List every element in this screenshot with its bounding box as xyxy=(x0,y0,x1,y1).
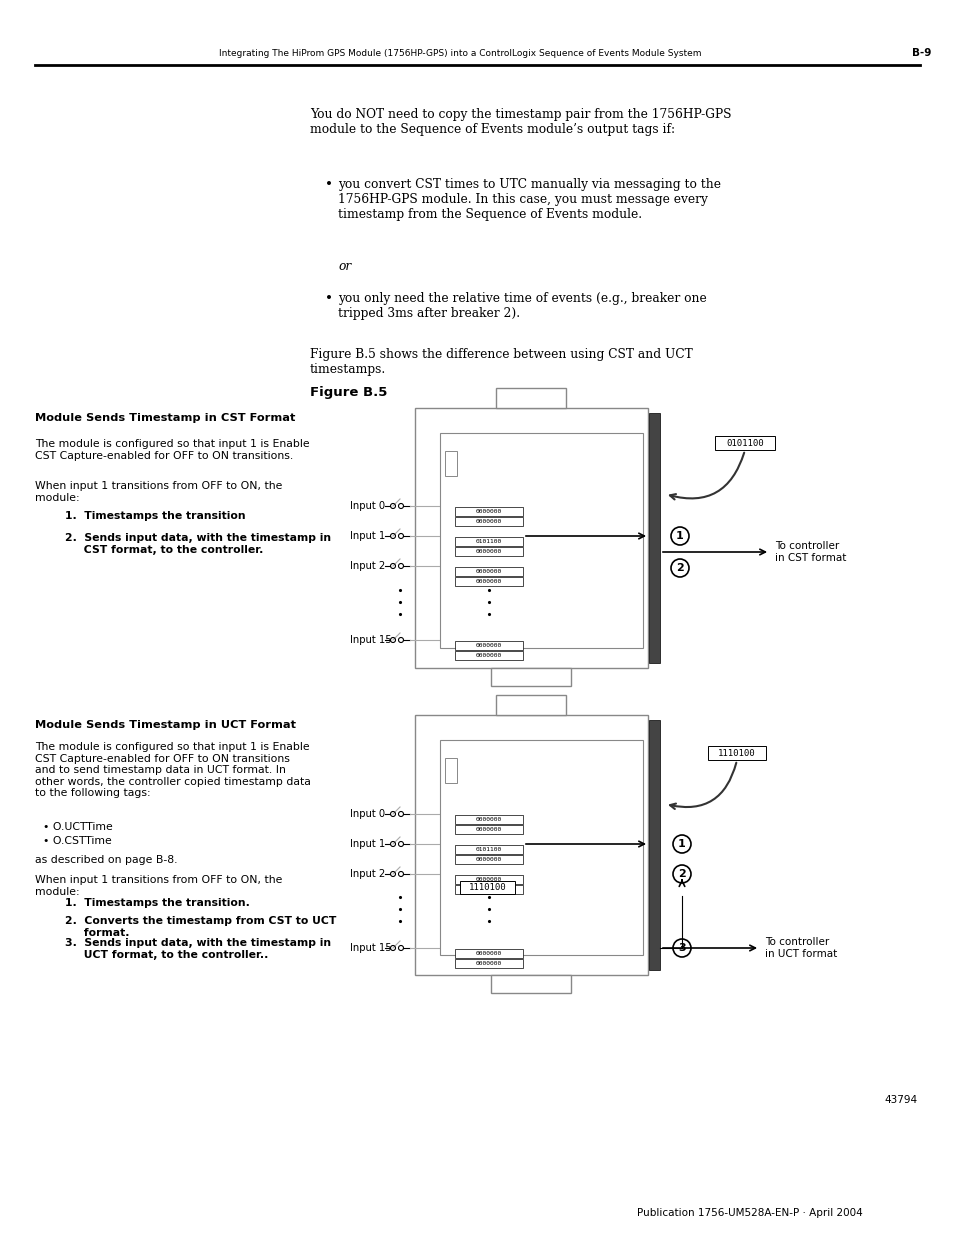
Text: 0101100: 0101100 xyxy=(725,438,763,447)
Text: 1.  Timestamps the transition: 1. Timestamps the transition xyxy=(65,511,245,521)
Text: •: • xyxy=(325,291,333,306)
Bar xyxy=(455,567,522,576)
Bar xyxy=(455,845,522,853)
Bar xyxy=(455,651,522,659)
Text: as described on page B-8.: as described on page B-8. xyxy=(35,855,177,864)
Text: 1: 1 xyxy=(678,839,685,848)
Text: 0000000: 0000000 xyxy=(476,579,501,584)
Text: When input 1 transitions from OFF to ON, the
module:: When input 1 transitions from OFF to ON,… xyxy=(35,480,282,503)
Bar xyxy=(707,746,765,760)
Text: 0101100: 0101100 xyxy=(476,847,501,852)
Text: 1.  Timestamps the transition.: 1. Timestamps the transition. xyxy=(65,898,250,908)
Text: 0000000: 0000000 xyxy=(476,951,501,956)
Bar xyxy=(455,537,522,546)
Bar xyxy=(415,715,647,974)
Text: 2: 2 xyxy=(676,563,683,573)
Text: 1: 1 xyxy=(676,531,683,541)
Text: 0000000: 0000000 xyxy=(476,519,501,524)
Text: To controller
in CST format: To controller in CST format xyxy=(774,541,845,563)
Text: 0000000: 0000000 xyxy=(476,550,501,555)
Text: Module Sends Timestamp in CST Format: Module Sends Timestamp in CST Format xyxy=(35,412,295,424)
Bar xyxy=(714,436,774,450)
Text: • O.CSTTime: • O.CSTTime xyxy=(43,836,112,846)
Text: Input 15: Input 15 xyxy=(350,944,392,953)
Bar xyxy=(459,881,515,894)
Bar xyxy=(455,815,522,824)
Text: The module is configured so that input 1 is Enable
CST Capture-enabled for OFF t: The module is configured so that input 1… xyxy=(35,742,311,798)
Text: Input 1: Input 1 xyxy=(350,839,385,848)
Text: 0000000: 0000000 xyxy=(476,569,501,574)
Text: Module Sends Timestamp in UCT Format: Module Sends Timestamp in UCT Format xyxy=(35,720,295,730)
Bar xyxy=(455,825,522,834)
Text: Input 0: Input 0 xyxy=(350,501,385,511)
Text: When input 1 transitions from OFF to ON, the
module:: When input 1 transitions from OFF to ON,… xyxy=(35,876,282,897)
Text: 2: 2 xyxy=(678,869,685,879)
Text: 0000000: 0000000 xyxy=(476,818,501,823)
Text: or: or xyxy=(337,261,351,273)
Bar xyxy=(444,757,456,783)
Text: 43794: 43794 xyxy=(884,1095,917,1105)
Text: Input 2: Input 2 xyxy=(350,561,385,571)
Text: 0101100: 0101100 xyxy=(476,538,501,543)
Text: 0000000: 0000000 xyxy=(476,887,501,892)
Text: The module is configured so that input 1 is Enable
CST Capture-enabled for OFF t: The module is configured so that input 1… xyxy=(35,438,310,461)
Text: 2.  Converts the timestamp from CST to UCT
     format.: 2. Converts the timestamp from CST to UC… xyxy=(65,916,336,937)
Bar xyxy=(455,577,522,585)
Bar xyxy=(439,740,642,955)
Text: Input 2: Input 2 xyxy=(350,869,385,879)
Text: Figure B.5: Figure B.5 xyxy=(310,387,387,399)
Text: You do NOT need to copy the timestamp pair from the 1756HP-GPS
module to the Seq: You do NOT need to copy the timestamp pa… xyxy=(310,107,731,136)
Bar xyxy=(455,876,522,884)
Text: Input 1: Input 1 xyxy=(350,531,385,541)
Text: To controller
in UCT format: To controller in UCT format xyxy=(764,937,837,958)
Bar xyxy=(455,885,522,894)
Text: 3: 3 xyxy=(678,944,685,953)
Text: •: • xyxy=(325,178,333,191)
Text: 1110100: 1110100 xyxy=(468,883,506,892)
Text: 2.  Sends input data, with the timestamp in
     CST format, to the controller.: 2. Sends input data, with the timestamp … xyxy=(65,534,331,555)
Text: 1110100: 1110100 xyxy=(718,748,755,757)
Bar xyxy=(491,668,571,685)
Bar xyxy=(496,695,566,715)
Text: Figure B.5 shows the difference between using CST and UCT
timestamps.: Figure B.5 shows the difference between … xyxy=(310,348,692,375)
Text: 0000000: 0000000 xyxy=(476,961,501,966)
Text: 0000000: 0000000 xyxy=(476,857,501,862)
Text: 0000000: 0000000 xyxy=(476,827,501,832)
Text: you only need the relative time of events (e.g., breaker one
tripped 3ms after b: you only need the relative time of event… xyxy=(337,291,706,320)
Text: 0000000: 0000000 xyxy=(476,509,501,514)
Text: B-9: B-9 xyxy=(911,48,930,58)
Bar xyxy=(415,408,647,668)
Bar xyxy=(491,974,571,993)
Text: you convert CST times to UTC manually via messaging to the
1756HP-GPS module. In: you convert CST times to UTC manually vi… xyxy=(337,178,720,221)
Text: 3.  Sends input data, with the timestamp in
     UCT format, to the controller..: 3. Sends input data, with the timestamp … xyxy=(65,939,331,960)
Bar xyxy=(455,547,522,556)
Bar xyxy=(444,451,456,475)
Text: 0000000: 0000000 xyxy=(476,643,501,648)
Text: Input 0: Input 0 xyxy=(350,809,385,819)
Text: 0000000: 0000000 xyxy=(476,653,501,658)
Bar xyxy=(455,641,522,650)
Bar xyxy=(455,508,522,516)
Bar xyxy=(455,517,522,526)
Text: 0000000: 0000000 xyxy=(476,877,501,882)
Text: Integrating The HiProm GPS Module (1756HP-GPS) into a ControlLogix Sequence of E: Integrating The HiProm GPS Module (1756H… xyxy=(218,48,700,58)
Text: • O.UCTTime: • O.UCTTime xyxy=(43,823,112,832)
Bar xyxy=(648,412,659,663)
Bar xyxy=(455,855,522,864)
Text: Publication 1756-UM528A-EN-P · April 2004: Publication 1756-UM528A-EN-P · April 200… xyxy=(637,1208,862,1218)
Bar xyxy=(648,720,659,969)
Bar xyxy=(455,960,522,968)
Bar xyxy=(439,433,642,648)
Bar xyxy=(455,948,522,958)
Bar xyxy=(496,388,566,408)
Text: Input 15: Input 15 xyxy=(350,635,392,645)
